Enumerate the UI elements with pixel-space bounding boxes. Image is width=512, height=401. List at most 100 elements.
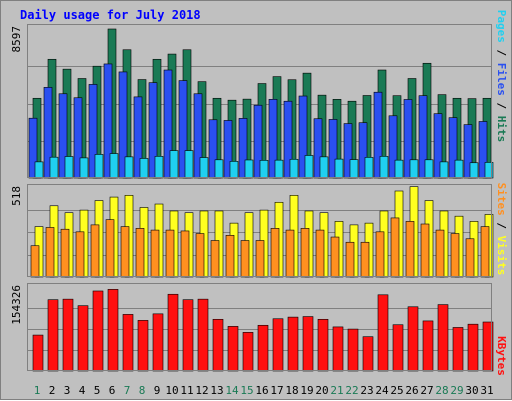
x-tick-label-day-6: 6: [109, 384, 116, 397]
bar-sites-day-5: [90, 224, 100, 278]
bar-kbytes-day-13: [212, 318, 224, 372]
x-tick-label-day-1: 1: [34, 384, 41, 397]
bar-sites-day-26: [405, 221, 415, 278]
bar-pages-day-20: [319, 156, 329, 179]
x-tick-label-day-24: 24: [375, 384, 389, 397]
bar-kbytes-day-6: [107, 289, 119, 372]
bar-kbytes-day-1: [32, 334, 44, 372]
bar-pages-day-18: [289, 158, 299, 179]
bar-sites-day-21: [330, 236, 340, 278]
bar-kbytes-day-25: [392, 324, 404, 372]
x-tick-label-day-18: 18: [285, 384, 298, 397]
bar-pages-day-11: [184, 150, 194, 179]
legend-files: Files: [495, 63, 508, 96]
bar-sites-day-8: [135, 228, 145, 278]
bar-sites-day-24: [375, 231, 385, 278]
bar-sites-day-19: [300, 228, 310, 278]
bar-pages-day-23: [364, 157, 374, 179]
x-tick-label-day-22: 22: [345, 384, 358, 397]
bar-kbytes-day-24: [377, 294, 389, 372]
legend-kbytes: KBytes: [495, 336, 508, 376]
bar-pages-day-10: [169, 150, 179, 179]
bar-pages-day-1: [34, 161, 44, 179]
y-max-label-kbytes: 154326: [10, 285, 23, 325]
x-tick-label-day-7: 7: [124, 384, 131, 397]
bar-kbytes-day-27: [422, 320, 434, 372]
bar-kbytes-day-14: [227, 326, 239, 372]
bar-sites-day-22: [345, 241, 355, 278]
x-tick-label-day-15: 15: [240, 384, 253, 397]
bar-sites-day-12: [195, 233, 205, 278]
plot-border: [27, 24, 492, 178]
bar-sites-day-9: [150, 229, 160, 278]
legend-separator: /: [495, 43, 508, 63]
bar-pages-day-15: [244, 159, 254, 179]
x-tick-label-day-2: 2: [49, 384, 56, 397]
bar-kbytes-day-10: [167, 293, 179, 372]
bar-pages-day-30: [469, 162, 479, 179]
bar-pages-day-13: [214, 159, 224, 179]
bar-sites-day-6: [105, 219, 115, 278]
bar-pages-day-9: [154, 156, 164, 179]
bar-sites-day-14: [225, 235, 235, 278]
legend-hits: Hits: [495, 116, 508, 143]
bar-sites-day-10: [165, 229, 175, 278]
bar-kbytes-day-8: [137, 320, 149, 372]
bar-sites-day-27: [420, 223, 430, 278]
x-tick-label-day-13: 13: [210, 384, 223, 397]
bar-kbytes-day-9: [152, 313, 164, 372]
bar-pages-day-25: [394, 159, 404, 179]
bar-sites-day-1: [30, 245, 40, 278]
x-tick-label-day-30: 30: [465, 384, 478, 397]
bar-pages-day-27: [424, 159, 434, 179]
bar-pages-day-17: [274, 159, 284, 179]
bar-pages-day-7: [124, 156, 134, 179]
bar-sites-day-29: [450, 233, 460, 278]
bar-pages-day-29: [454, 159, 464, 179]
bar-kbytes-day-3: [62, 298, 74, 372]
x-tick-label-day-16: 16: [255, 384, 268, 397]
bar-sites-day-3: [60, 228, 70, 278]
bar-pages-day-21: [334, 158, 344, 179]
bar-kbytes-day-11: [182, 299, 194, 372]
bar-sites-day-25: [390, 217, 400, 278]
bar-kbytes-day-28: [437, 304, 449, 372]
bar-sites-day-7: [120, 226, 130, 278]
bar-sites-day-28: [435, 229, 445, 278]
bar-pages-day-12: [199, 157, 209, 179]
x-tick-label-day-5: 5: [94, 384, 101, 397]
bar-kbytes-day-4: [77, 305, 89, 372]
bar-sites-day-18: [285, 229, 295, 278]
bar-kbytes-day-26: [407, 306, 419, 372]
x-tick-label-day-3: 3: [64, 384, 71, 397]
bar-kbytes-day-20: [317, 318, 329, 372]
legend-separator: /: [495, 96, 508, 116]
bar-kbytes-day-7: [122, 314, 134, 372]
bar-pages-day-28: [439, 161, 449, 179]
x-tick-label-day-21: 21: [330, 384, 343, 397]
bar-kbytes-day-16: [257, 324, 269, 372]
x-tick-label-day-10: 10: [165, 384, 178, 397]
x-tick-label-day-12: 12: [195, 384, 208, 397]
chart-title: Daily usage for July 2018: [20, 8, 201, 22]
bar-pages-day-14: [229, 161, 239, 179]
bar-kbytes-day-23: [362, 336, 374, 372]
bar-pages-day-19: [304, 155, 314, 179]
x-tick-label-day-14: 14: [225, 384, 239, 397]
bar-pages-day-24: [379, 156, 389, 179]
x-tick-label-day-31: 31: [480, 384, 493, 397]
x-tick-label-day-19: 19: [300, 384, 313, 397]
bar-sites-day-11: [180, 230, 190, 278]
side-label-top: Pages / Files / Hits: [495, 10, 508, 143]
bar-kbytes-day-18: [287, 316, 299, 372]
bar-sites-day-15: [240, 240, 250, 278]
bar-kbytes-day-29: [452, 327, 464, 372]
legend-sites: Sites: [495, 183, 508, 216]
bar-pages-day-3: [64, 156, 74, 179]
x-tick-label-day-4: 4: [79, 384, 86, 397]
bar-pages-day-16: [259, 160, 269, 179]
plot-border: [27, 184, 492, 277]
x-tick-label-day-8: 8: [139, 384, 146, 397]
